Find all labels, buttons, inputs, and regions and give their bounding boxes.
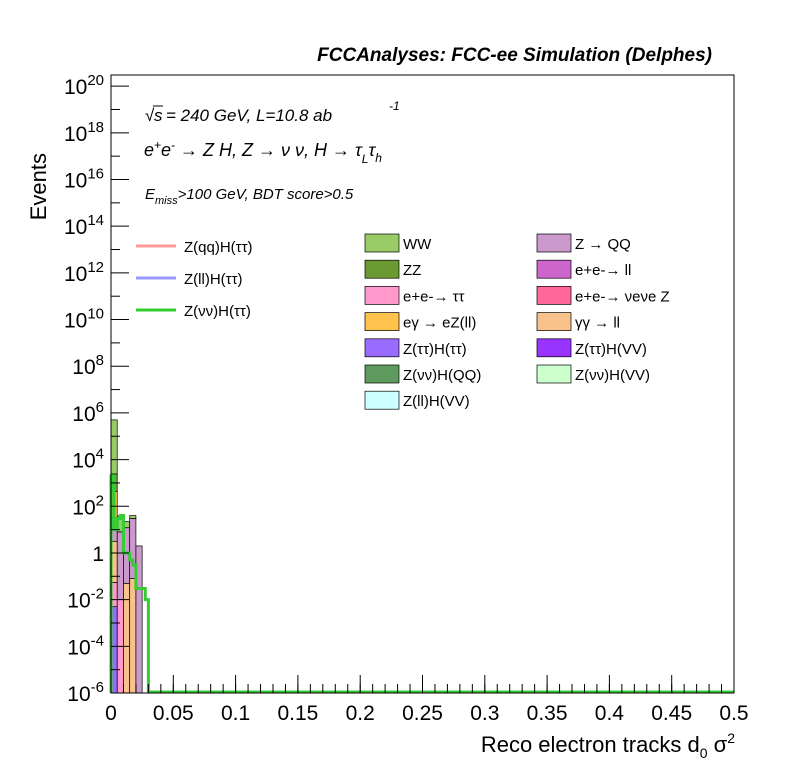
energy-text: = 240 GeV, L=10.8 ab (166, 106, 332, 125)
y-tick-label: 10-4 (67, 632, 104, 659)
legend-label: e+e-→ ττ (403, 288, 465, 305)
y-tick-label: 106 (72, 399, 104, 426)
legend-label: e+e-→ ll (575, 262, 631, 279)
axis-ticks (110, 85, 735, 694)
x-tick-label: 0.3 (470, 702, 499, 725)
y-tick-label: 1020 (64, 72, 104, 99)
x-tick-label: 0.5 (719, 702, 748, 725)
bar-segment (110, 419, 118, 475)
y-tick-label: 1016 (64, 166, 104, 193)
chart-header: FCCAnalyses: FCC-ee Simulation (Delphes) (317, 45, 712, 66)
x-axis-label: Reco electron tracks d0 σ2 (481, 730, 735, 761)
x-tick-label: 0.35 (527, 702, 568, 725)
legend-label: Z → QQ (575, 236, 631, 253)
plot-frame (110, 74, 735, 694)
x-tick-label: 0.05 (153, 702, 194, 725)
x-tick-label: 0.4 (595, 702, 625, 725)
legend-label: e+e-→ νeνe Z (575, 288, 670, 305)
energy-sup: -1 (389, 99, 400, 113)
legend-swatch (536, 286, 572, 305)
legend-swatch (364, 259, 400, 279)
legend-label: ZZ (403, 262, 421, 279)
y-tick-label: 1014 (64, 212, 104, 239)
annotation-energy: √ s = 240 GeV, L=10.8 ab -1 (145, 99, 400, 125)
x-tick-label: 0 (105, 702, 117, 725)
legend-swatch (364, 338, 400, 358)
legend-label: WW (403, 236, 432, 253)
legend-swatch (536, 338, 572, 358)
legend-swatch (364, 364, 400, 384)
sqrt-symbol: √ (145, 106, 155, 125)
y-tick-label: 1010 (64, 306, 104, 333)
process-text: e+e- → Z H, Z → ν ν, H → τLτh (144, 138, 382, 166)
signal-lines (109, 474, 734, 694)
legend-swatch (536, 259, 572, 279)
x-tick-label: 0.45 (651, 702, 692, 725)
bar-segment (129, 515, 137, 519)
legend-label: Z(νν)H(QQ) (403, 367, 481, 384)
y-tick-label: 108 (72, 352, 104, 379)
y-tick-label: 1 (92, 543, 104, 566)
legend-label: Z(ττ)H(VV) (575, 341, 647, 358)
legend-label: Z(νν)H(VV) (575, 367, 650, 384)
legend-swatch (536, 364, 572, 384)
annotation-selection: Emiss>100 GeV, BDT score>0.5 (145, 186, 354, 207)
legend-label: Z(ll)H(ττ) (184, 271, 243, 288)
y-tick-label: 102 (72, 492, 104, 519)
x-tick-label: 0.15 (277, 702, 318, 725)
y-tick-label: 10-6 (67, 679, 104, 706)
legend-swatch (536, 233, 572, 253)
bar-segment (129, 578, 137, 694)
y-tick-label: 10-2 (67, 586, 104, 613)
y-tick-label: 1018 (64, 119, 104, 146)
legend-swatch (364, 312, 400, 331)
stacked-histogram (110, 419, 143, 694)
x-tick-label: 0.25 (402, 702, 443, 725)
legend-label: Z(ττ)H(ττ) (403, 341, 467, 358)
legend: Z(qq)H(ττ) Z(ll)H(ττ) Z(νν)H(ττ) WW ZZ e+e-→ … (136, 233, 670, 410)
y-tick-label: 104 (72, 446, 104, 473)
legend-label: eγ → eZ(ll) (403, 315, 476, 332)
x-tick-label: 0.1 (221, 702, 250, 725)
x-axis-label-text: Reco electron tracks d0 σ2 (481, 730, 735, 761)
s-symbol: s (154, 106, 163, 125)
legend-swatch (364, 286, 400, 305)
annotation-process: e+e- → Z H, Z → ν ν, H → τLτh (144, 138, 382, 166)
legend-swatch (364, 390, 400, 410)
x-tick-label: 0.2 (346, 702, 375, 725)
legend-label: Z(qq)H(ττ) (184, 239, 253, 256)
y-tick-label: 1012 (64, 259, 104, 286)
selection-text: Emiss>100 GeV, BDT score>0.5 (145, 186, 354, 207)
legend-swatch (364, 233, 400, 253)
y-axis-label: Events (26, 153, 51, 220)
legend-label: γγ → ll (575, 315, 620, 332)
tick-labels: 0 0.05 0.1 0.15 0.2 0.25 0.3 0.35 0.4 0.45 0.5 10-6… (64, 72, 749, 725)
legend-swatch (536, 312, 572, 331)
signal-line (109, 474, 734, 694)
legend-label: Z(ll)H(VV) (403, 393, 470, 410)
legend-label: Z(νν)H(ττ) (184, 303, 251, 320)
